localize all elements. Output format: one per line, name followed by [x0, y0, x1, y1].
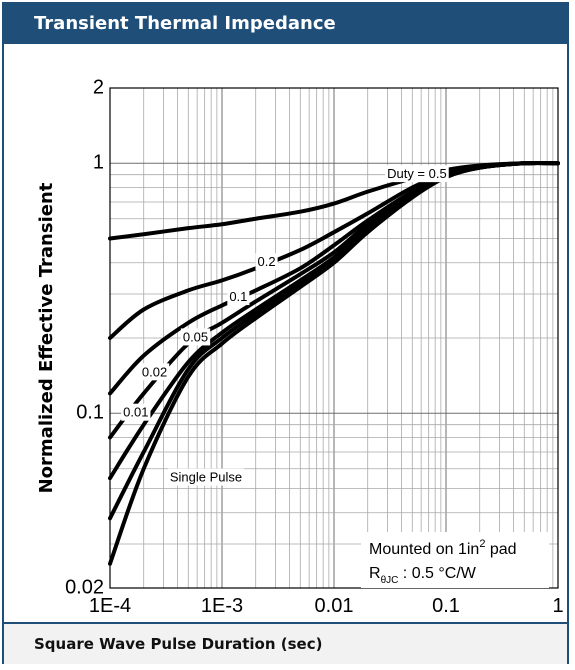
- chart-footer: Square Wave Pulse Duration (sec): [4, 624, 567, 664]
- y-axis-label: Normalized Effective Transient: [36, 182, 57, 493]
- curve-label-background: [255, 253, 278, 271]
- curve-label-background: [227, 288, 250, 306]
- x-tick-label-4: 1: [552, 595, 563, 617]
- y-tick-label-2: 1: [93, 152, 104, 174]
- curve-label-1: 0.2: [258, 254, 276, 269]
- curve-label-6: Single Pulse: [170, 470, 242, 485]
- thermal-impedance-chart: Duty = 0.5 0.2 0.1 0.05 0.02 0.01 Single Pulse…: [36, 76, 564, 617]
- curve-labels: Duty = 0.5 0.2 0.1 0.05 0.02 0.01 Single Pulse: [121, 165, 449, 486]
- y-tick-label-1: 0.1: [76, 402, 104, 424]
- note-line-1-text: Mounted on 1in: [369, 541, 479, 558]
- note-line-2: RθJC : 0.5 °C/W: [369, 565, 477, 586]
- curve-label-4: 0.02: [142, 364, 167, 379]
- note-line-2-value: : 0.5 °C/W: [398, 565, 476, 582]
- curve-label-background: [167, 468, 245, 486]
- chart-title: Transient Thermal Impedance: [34, 13, 336, 34]
- y-tick-label-0: 0.02: [65, 576, 104, 598]
- curve-label-background: [180, 328, 211, 346]
- curve-label-3: 0.05: [183, 329, 208, 344]
- chart-panel: Transient Thermal Impedance Duty = 0.5 0.…: [2, 2, 569, 664]
- note-line-2-main: R: [369, 565, 381, 582]
- x-axis-label: Square Wave Pulse Duration (sec): [34, 635, 323, 653]
- curve-label-0: Duty = 0.5: [387, 166, 447, 181]
- x-tick-label-1: 1E-3: [201, 595, 243, 617]
- chart-header: Transient Thermal Impedance: [4, 4, 567, 44]
- curve-label-background: [385, 165, 449, 183]
- curve-label-background: [121, 403, 151, 421]
- curve-label-2: 0.1: [229, 289, 247, 304]
- tick-labels: 1E-4 1E-3 0.01 0.1 1 0.02 0.1 1 2: [65, 76, 564, 617]
- curve-label-background: [139, 363, 170, 381]
- note-line-1: Mounted on 1in2 pad: [369, 538, 517, 558]
- x-tick-label-2: 0.01: [315, 595, 354, 617]
- curve-label-5: 0.01: [123, 405, 148, 420]
- note-line-1-sup: 2: [479, 538, 485, 550]
- x-tick-label-3: 0.1: [432, 595, 460, 617]
- note-line-1-suffix: pad: [485, 541, 516, 558]
- note-line-2-sub: θJC: [381, 575, 399, 586]
- note-background: [361, 532, 549, 588]
- series-line-6: [108, 160, 560, 566]
- mounting-note: Mounted on 1in2 pad RθJC : 0.5 °C/W: [361, 532, 549, 588]
- plot-area: Duty = 0.5 0.2 0.1 0.05 0.02 0.01 Single Pulse…: [4, 44, 567, 624]
- y-tick-label-3: 2: [93, 76, 104, 98]
- x-tick-label-0: 1E-4: [89, 595, 131, 617]
